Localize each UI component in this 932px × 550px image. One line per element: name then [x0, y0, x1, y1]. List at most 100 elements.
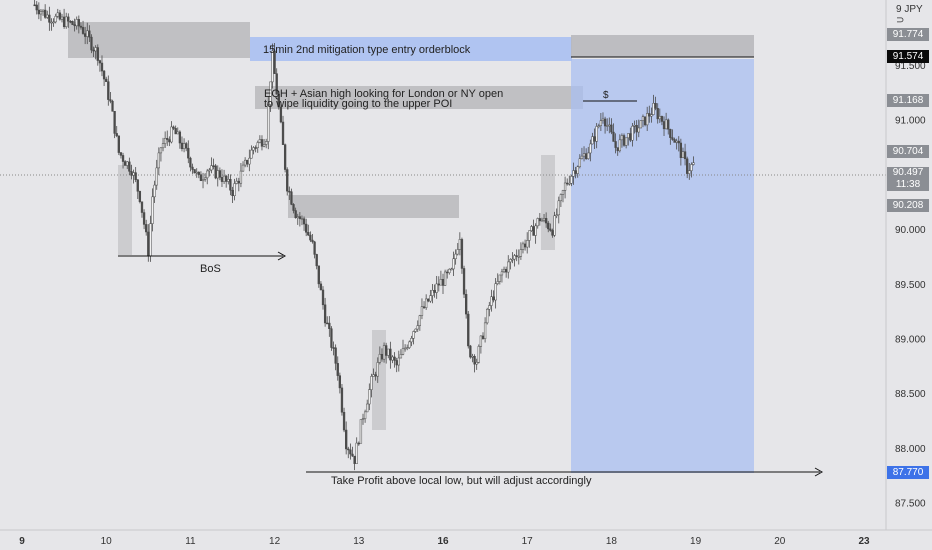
candle-body — [157, 152, 160, 169]
candle-body — [591, 136, 594, 145]
candle-body — [355, 442, 358, 464]
candle-body — [48, 14, 51, 23]
candle-body — [618, 139, 621, 152]
candle-body — [172, 126, 175, 129]
candle-body — [395, 360, 398, 366]
candle-body — [475, 362, 478, 365]
y-tick-label: 89.500 — [895, 280, 926, 291]
candle-body — [180, 142, 184, 149]
candle-body — [60, 16, 64, 20]
candle-body — [429, 295, 432, 302]
candle-body — [326, 322, 329, 325]
candle-body — [182, 143, 186, 149]
candle-body — [654, 103, 657, 109]
candle-body — [105, 78, 108, 82]
candle-body — [690, 164, 693, 171]
x-tick-label: 9 — [19, 536, 25, 547]
candle-body — [283, 144, 287, 170]
candle-body — [142, 212, 146, 225]
candle-body — [473, 355, 476, 365]
candle-body — [401, 348, 405, 355]
eqh-price-tag: 91.168 — [887, 94, 929, 107]
candle-body — [220, 177, 224, 182]
candle-body — [111, 100, 114, 112]
x-axis[interactable]: 9 10 11 12 13 16 17 18 19 20 23 — [19, 536, 870, 547]
candle-body — [149, 223, 152, 257]
candle-body — [587, 152, 590, 159]
candle-body — [635, 125, 638, 133]
x-tick-label: 20 — [774, 536, 786, 547]
candle-body — [435, 283, 438, 293]
candle-body — [290, 191, 293, 205]
level-b-price-tag: 90.208 — [887, 199, 929, 212]
candle-body — [652, 103, 655, 115]
candle-body — [52, 21, 55, 24]
candle-body — [410, 338, 413, 343]
candle-body — [456, 249, 459, 255]
candle-body — [334, 347, 337, 364]
y-axis[interactable]: 91.500 91.000 90.000 89.500 89.000 88.500 88.0… — [895, 61, 926, 510]
x-tick-label: 16 — [437, 536, 449, 547]
candle-body — [313, 241, 316, 255]
candle-body — [513, 255, 516, 260]
candle-body — [536, 218, 539, 227]
candle-body — [656, 108, 659, 120]
candle-body — [610, 124, 613, 133]
candle-body — [397, 357, 400, 366]
candle-body — [96, 47, 99, 61]
candle-body — [208, 169, 211, 172]
candle-body — [374, 374, 377, 377]
x-tick-label: 10 — [101, 536, 113, 547]
stop-zone[interactable] — [571, 35, 754, 57]
candle-body — [576, 166, 579, 174]
candle-body — [500, 271, 504, 276]
y-tick-label: 88.000 — [895, 444, 926, 455]
candle-body — [210, 165, 213, 171]
candle-body — [222, 175, 226, 182]
candle-body — [260, 139, 264, 147]
eqh-zone[interactable] — [255, 86, 583, 109]
candle-body — [347, 448, 350, 451]
candle-body — [161, 143, 165, 149]
candle-body — [338, 375, 342, 389]
candle-body — [214, 165, 217, 179]
candle-body — [163, 138, 167, 144]
x-tick-label: 11 — [185, 536, 196, 547]
candle-body — [433, 290, 436, 293]
take-profit-arrowhead — [814, 467, 824, 477]
candle-body — [153, 184, 156, 198]
orderblock-zone[interactable] — [250, 37, 572, 61]
x-tick-label: 12 — [269, 536, 281, 547]
candle-body — [534, 225, 537, 236]
candle-body — [446, 271, 449, 274]
candle-body — [35, 4, 38, 11]
candle-body — [351, 453, 354, 457]
candle-body — [572, 170, 575, 177]
candle-body — [641, 116, 645, 121]
candle-body — [372, 374, 375, 377]
candle-body — [578, 158, 581, 167]
short-position-box[interactable] — [571, 59, 754, 473]
candle-body — [391, 356, 394, 361]
candle-body — [191, 166, 194, 170]
candle-body — [94, 47, 97, 52]
candle-body — [479, 335, 483, 347]
candle-body — [538, 218, 541, 222]
current-price-tag: 90.497 11:38 — [887, 167, 929, 191]
candle-body — [532, 226, 535, 236]
candle-body — [176, 131, 179, 135]
candle-body — [557, 200, 560, 216]
candle-body — [332, 347, 335, 349]
candle-body — [393, 356, 396, 361]
candle-body — [511, 258, 514, 261]
candle-body — [477, 346, 480, 363]
candle-body — [574, 170, 577, 174]
candle-body — [422, 306, 426, 308]
candle-body — [56, 12, 59, 17]
candle-body — [126, 161, 129, 166]
candle-body — [159, 147, 163, 154]
candle-body — [330, 328, 333, 348]
candle-body — [273, 50, 276, 74]
candle-body — [399, 354, 403, 359]
